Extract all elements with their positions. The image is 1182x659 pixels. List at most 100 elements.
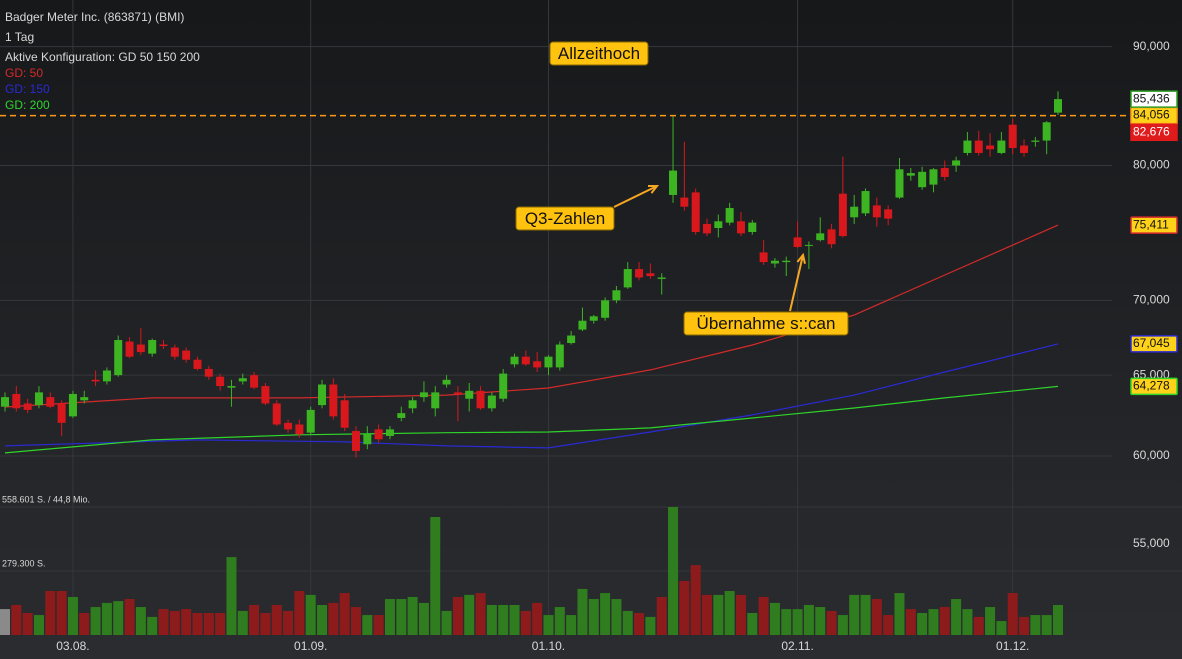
annotation-box (683, 311, 849, 336)
candle-body (136, 344, 145, 353)
candle-body (906, 173, 915, 176)
volume-bar (430, 516, 441, 635)
candle-body (544, 356, 553, 368)
candle-body (1031, 140, 1040, 142)
candle-body (533, 361, 542, 368)
volume-bar (928, 609, 939, 635)
ma-value-box (1130, 216, 1178, 234)
volume-bar (702, 594, 712, 635)
volume-bar (645, 616, 656, 635)
candle-body (884, 209, 893, 219)
volume-bar (588, 599, 599, 635)
volume-bar (634, 613, 645, 635)
candle-body (352, 431, 360, 451)
candle-body (442, 379, 451, 385)
volume-bar (90, 607, 101, 635)
candle-body (748, 222, 757, 233)
volume-bar (384, 599, 395, 635)
volume-bar (33, 615, 44, 635)
volume-bar (418, 602, 429, 635)
volume-bar (1041, 615, 1052, 635)
volume-bar (464, 594, 475, 635)
chart-title: Badger Meter Inc. (863871) (BMI) (5, 10, 184, 24)
price-marker-label: 85,436 (1133, 91, 1170, 105)
subtitle: 1 Tag (5, 30, 34, 44)
volume-bar (362, 615, 373, 635)
volume-bar (305, 594, 316, 635)
candle-body (261, 386, 270, 404)
ma-value-label: 64,278 (1133, 379, 1170, 393)
volume-bar (532, 602, 543, 635)
candle-body (193, 359, 202, 369)
volume-bar (45, 591, 56, 635)
volume-bar (158, 609, 169, 635)
candle-body (940, 168, 949, 177)
annotation-arrowhead (647, 184, 660, 194)
volume-bar (611, 599, 622, 635)
volume-bar (520, 610, 531, 635)
volume-bar (169, 610, 180, 635)
candle-body (827, 229, 836, 245)
volume-bar (622, 610, 633, 635)
volume-bar (11, 604, 22, 635)
volume-pane (0, 507, 1063, 635)
candle-body (250, 375, 259, 388)
volume-bar (339, 593, 350, 635)
candle-body (793, 237, 802, 247)
price-marker-box (1130, 123, 1178, 142)
candle-body (510, 356, 519, 365)
volume-bar (135, 607, 146, 635)
annotation-box (549, 41, 649, 66)
volume-bar (283, 610, 294, 635)
volume-bar (215, 613, 226, 635)
volume-bar (1019, 616, 1030, 635)
candle-body (57, 403, 66, 423)
candle-body (1054, 99, 1062, 113)
x-tick-label: 01.12. (996, 639, 1029, 653)
volume-bar (905, 609, 916, 635)
candle-body (476, 390, 485, 409)
y-tick-label: 90,000 (1133, 39, 1170, 53)
candle-body (1020, 145, 1029, 153)
candle-body (680, 197, 689, 207)
moving-average-line (4, 385, 1059, 454)
candle-body (725, 208, 734, 223)
volume-bar (837, 615, 848, 635)
volume-bar (181, 609, 192, 635)
annotation-text: Allzeithoch (558, 44, 640, 63)
x-tick-label: 02.11. (781, 639, 813, 653)
overlays: 55,00060,00065,00070,00080,00090,000558.… (0, 39, 1178, 653)
annotation-box (515, 206, 615, 231)
volume-bar (498, 604, 509, 635)
candle-body (216, 376, 225, 387)
candle-body (499, 373, 508, 399)
candle-body (918, 171, 927, 188)
volume-bar (735, 594, 746, 635)
volume-bar (67, 596, 78, 635)
legend-entry: GD: 200 (5, 98, 50, 112)
candle-body (895, 169, 904, 198)
volume-bar (668, 507, 679, 635)
candle-body (1, 397, 9, 407)
volume-bar (815, 607, 826, 635)
volume-bar (260, 613, 271, 635)
legend-entry: GD: 150 (5, 82, 50, 96)
candle-body (997, 140, 1006, 153)
volume-bar (996, 621, 1007, 635)
volume-bar (849, 594, 860, 635)
volume-bar (79, 613, 90, 635)
volume-bar (577, 588, 588, 635)
candle-body (68, 393, 77, 417)
price-marker-label: 82,676 (1133, 124, 1170, 138)
ma-value-label: 75,411 (1133, 217, 1169, 231)
candle-body (555, 344, 564, 368)
volume-bar (939, 607, 950, 635)
annotation-arrow (789, 254, 804, 312)
candle-body (114, 340, 123, 376)
candle-body (284, 422, 293, 430)
candle-body (318, 384, 327, 406)
volume-bar (396, 599, 407, 635)
candle-body (589, 316, 598, 321)
candle-body (521, 356, 530, 365)
